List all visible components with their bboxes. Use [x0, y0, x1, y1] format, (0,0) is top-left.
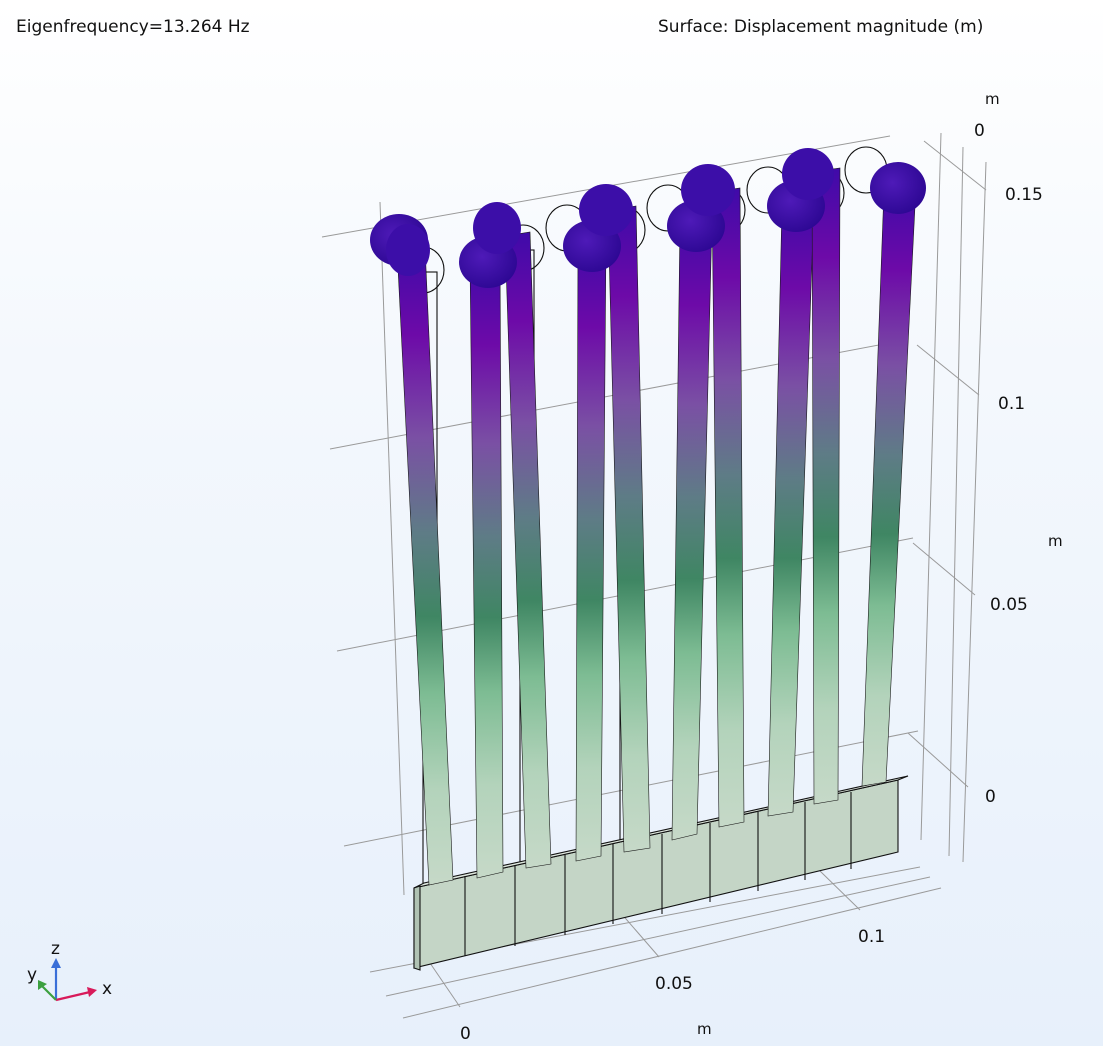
tip-masses	[370, 148, 926, 288]
y-axis-tick-0: 0	[974, 121, 985, 141]
beam-3	[504, 231, 552, 869]
x-axis-unit: m	[697, 1020, 712, 1038]
z-axis-tick-015: 0.15	[1005, 185, 1043, 205]
beam-5	[607, 205, 651, 853]
triad-y-label: y	[27, 965, 37, 985]
z-axis-tick-0: 0	[985, 787, 996, 807]
tip-mass-3b	[579, 184, 633, 236]
beam-6	[671, 217, 713, 841]
beam-9	[811, 167, 841, 805]
beam-4	[575, 239, 607, 862]
beam-1	[396, 245, 454, 886]
beam-10	[861, 185, 917, 787]
eigenfrequency-label: Eigenfrequency=13.264 Hz	[16, 17, 250, 37]
tip-mass-1b	[386, 224, 430, 276]
tip-mass-6	[870, 162, 926, 214]
x-axis-tick-0: 0	[460, 1024, 471, 1044]
x-axis-tick-01: 0.1	[858, 927, 885, 947]
z-axis-unit-top: m	[985, 90, 1000, 108]
beam-8	[767, 201, 815, 817]
tip-mass-5b	[782, 148, 834, 200]
z-axis-unit: m	[1048, 532, 1063, 550]
triad-z-label: z	[51, 939, 60, 959]
axis-triad: z y x	[27, 939, 112, 1002]
tip-mass-2b	[473, 202, 521, 254]
tip-mass-4b	[681, 164, 735, 216]
deformed-beams	[396, 167, 917, 886]
z-axis-tick-005: 0.05	[990, 595, 1028, 615]
z-axis-tick-01: 0.1	[998, 394, 1025, 414]
beam-2	[469, 257, 504, 879]
axis-labels: m 0 0.15 0.1 m 0.05 0 0.1 0.05 0 m	[460, 90, 1063, 1044]
x-axis-tick-005: 0.05	[655, 974, 693, 994]
surface-expression-label: Surface: Displacement magnitude (m)	[658, 17, 984, 37]
beam-7	[711, 187, 745, 828]
triad-x-label: x	[102, 979, 112, 999]
